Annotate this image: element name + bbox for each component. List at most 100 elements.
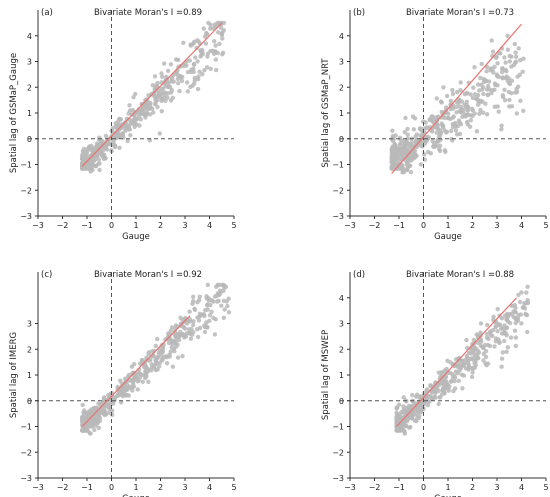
panel-d: −3 −2 −1 0 1 2 3 4 5 −3 −2 −1 0 1 2 3 4 Gauge Spatial lag …: [321, 270, 549, 497]
scatter-point: [450, 87, 455, 93]
scatter-point: [208, 303, 213, 308]
scatter-point: [401, 407, 406, 412]
scatter-point: [169, 76, 175, 81]
scatter-point: [195, 59, 200, 64]
scatter-point: [153, 343, 158, 349]
scatter-point: [448, 128, 454, 134]
scatter-point: [394, 405, 399, 410]
y-tick-label: −1: [20, 161, 32, 170]
scatter-point: [112, 143, 118, 148]
scatter-point: [455, 124, 460, 129]
scatter-point: [474, 129, 480, 134]
scatter-point: [391, 149, 396, 155]
x-tick-label: 0: [109, 221, 114, 230]
scatter-point: [434, 130, 439, 135]
scatter-point: [123, 376, 128, 381]
scatter-point: [422, 152, 427, 157]
scatter-point: [448, 379, 454, 384]
scatter-point: [493, 82, 498, 88]
scatter-point: [91, 416, 96, 421]
scatter-point: [196, 39, 201, 44]
scatter-point: [484, 112, 490, 117]
scatter-point: [465, 355, 470, 360]
x-tick-label: 2: [158, 483, 163, 492]
scatter-point: [395, 420, 400, 425]
scatter-point: [405, 148, 410, 154]
y-tick-label: 3: [27, 58, 32, 67]
scatter-point: [175, 355, 181, 360]
x-tick-label: 3: [494, 483, 499, 492]
y-tick-label: 0: [27, 135, 32, 144]
scatter-point: [437, 143, 443, 148]
scatter-point: [92, 427, 97, 433]
y-tick-label: 3: [339, 320, 344, 329]
scatter-point: [168, 62, 174, 67]
scatter-point: [126, 393, 131, 398]
scatter-point: [169, 338, 174, 343]
scatter-point: [470, 108, 475, 113]
scatter-point: [402, 142, 407, 148]
scatter-point: [220, 36, 225, 41]
panel-label: (b): [353, 8, 365, 18]
scatter-point: [117, 145, 122, 150]
scatter-point: [137, 371, 143, 377]
scatter-point: [470, 370, 475, 375]
scatter-point: [156, 92, 161, 97]
scatter-point: [401, 395, 406, 400]
scatter-point: [479, 61, 484, 67]
scatter-points: [79, 20, 227, 174]
x-tick-label: 5: [231, 483, 236, 492]
scatter-point: [85, 422, 90, 427]
scatter-point: [187, 309, 192, 314]
scatter-point: [104, 147, 110, 152]
scatter-point: [146, 350, 152, 355]
scatter-point: [83, 153, 88, 158]
scatter-point: [509, 54, 514, 59]
scatter-point: [197, 298, 202, 303]
scatter-point: [411, 127, 416, 132]
scatter-point: [202, 34, 208, 39]
scatter-point: [166, 331, 171, 336]
scatter-point: [107, 406, 112, 412]
scatter-point: [188, 84, 193, 90]
x-tick-label: 3: [182, 483, 187, 492]
scatter-point: [520, 69, 525, 75]
scatter-point: [139, 357, 145, 363]
chart-title: Bivariate Moran's I =0.92: [94, 270, 202, 280]
scatter-point: [80, 402, 85, 408]
panel-label: (d): [353, 270, 365, 280]
scatter-point: [443, 149, 448, 154]
scatter-point: [500, 66, 505, 71]
scatter-point: [401, 404, 406, 409]
scatter-point: [485, 92, 491, 97]
x-tick-label: 5: [231, 221, 236, 230]
scatter-point: [428, 151, 433, 156]
scatter-point: [483, 349, 489, 354]
scatter-point: [439, 370, 444, 375]
scatter-point: [149, 368, 154, 373]
scatter-point: [95, 419, 100, 424]
scatter-point: [202, 329, 208, 335]
scatter-point: [174, 344, 179, 349]
scatter-point: [155, 336, 160, 342]
x-tick-label: 1: [133, 483, 138, 492]
scatter-point: [430, 138, 435, 144]
scatter-point: [85, 146, 90, 152]
scatter-point: [393, 161, 398, 167]
scatter-point: [190, 301, 195, 306]
y-tick-label: −1: [20, 423, 32, 432]
y-tick-label: 1: [27, 371, 32, 380]
scatter-point: [132, 111, 138, 116]
scatter-point: [438, 130, 444, 135]
scatter-point: [154, 361, 160, 366]
scatter-point: [503, 60, 508, 65]
scatter-point: [401, 428, 407, 433]
scatter-point: [491, 314, 496, 319]
scatter-point: [80, 150, 86, 155]
scatter-point: [151, 110, 156, 115]
scatter-point: [143, 374, 148, 379]
scatter-point: [176, 335, 181, 340]
scatter-point: [492, 87, 497, 93]
scatter-point: [513, 90, 518, 95]
